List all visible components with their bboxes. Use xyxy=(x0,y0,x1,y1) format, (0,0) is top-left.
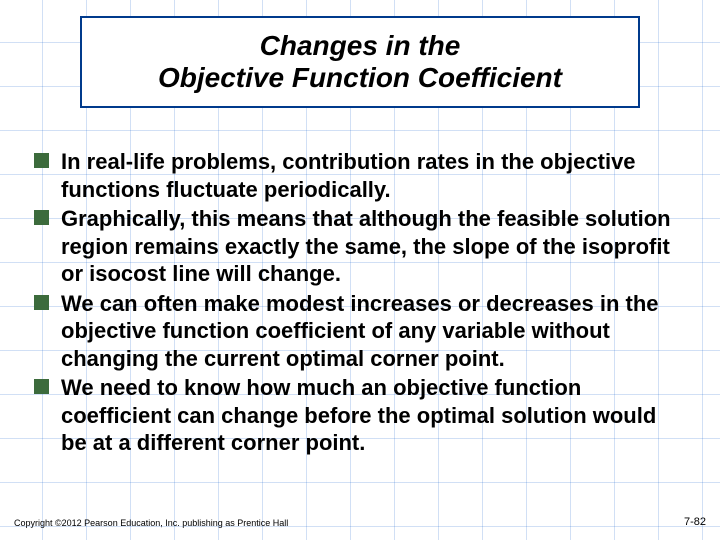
bullet-item: Graphically, this means that although th… xyxy=(34,205,686,288)
bullet-text: In real-life problems, contribution rate… xyxy=(61,148,686,203)
copyright-text: Copyright ©2012 Pearson Education, Inc. … xyxy=(14,518,288,528)
slide-body: In real-life problems, contribution rate… xyxy=(34,148,686,459)
page-number: 7-82 xyxy=(684,516,706,528)
slide-title-line2: Objective Function Coefficient xyxy=(92,62,628,94)
bullet-text: We can often make modest increases or de… xyxy=(61,290,686,373)
square-bullet-icon xyxy=(34,210,49,225)
square-bullet-icon xyxy=(34,379,49,394)
slide-title-box: Changes in the Objective Function Coeffi… xyxy=(80,16,640,108)
bullet-item: We need to know how much an objective fu… xyxy=(34,374,686,457)
bullet-text: We need to know how much an objective fu… xyxy=(61,374,686,457)
square-bullet-icon xyxy=(34,153,49,168)
bullet-item: In real-life problems, contribution rate… xyxy=(34,148,686,203)
bullet-item: We can often make modest increases or de… xyxy=(34,290,686,373)
bullet-text: Graphically, this means that although th… xyxy=(61,205,686,288)
slide-title-line1: Changes in the xyxy=(92,30,628,62)
square-bullet-icon xyxy=(34,295,49,310)
